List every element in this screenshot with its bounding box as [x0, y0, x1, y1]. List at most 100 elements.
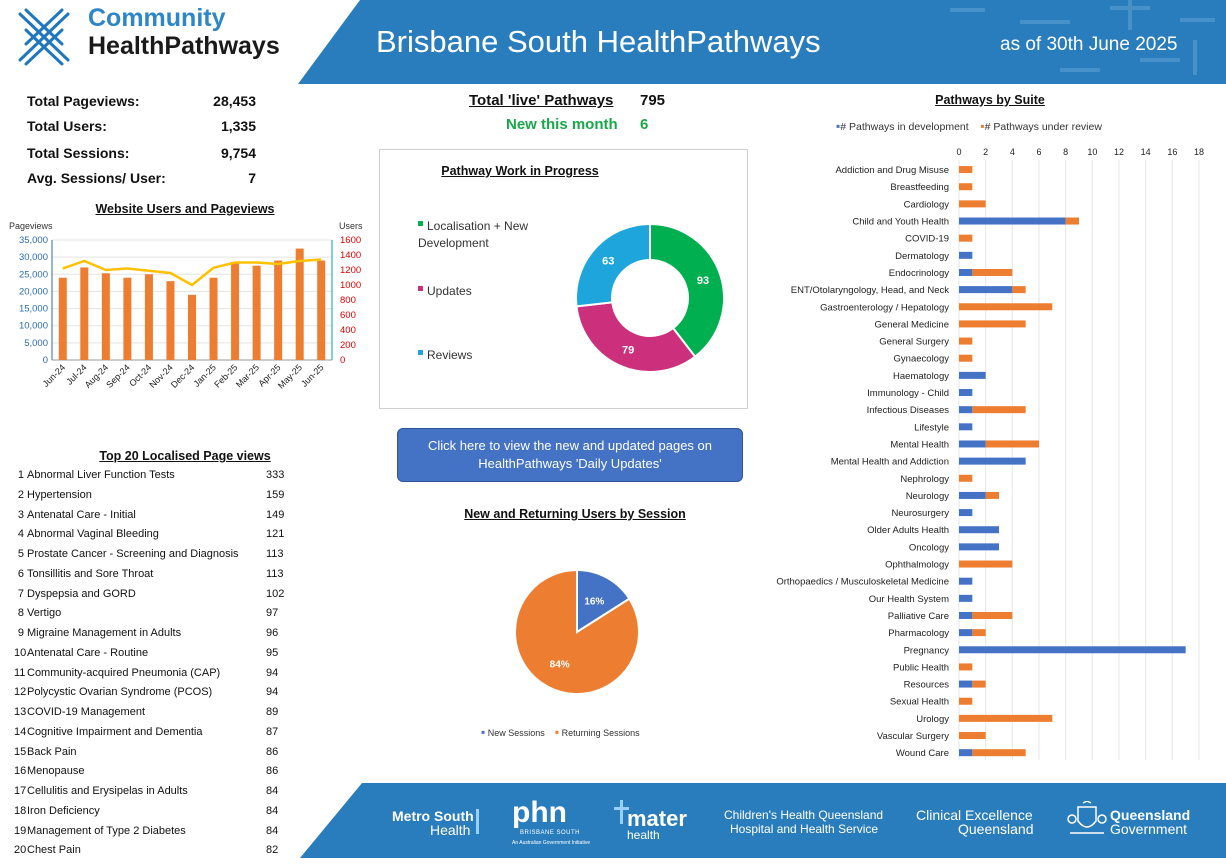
legend-swatch: ▪ [481, 725, 486, 739]
category-label: Pharmacology [888, 628, 949, 639]
bar-in-development [959, 217, 1066, 225]
bar-in-development [959, 440, 986, 448]
top20-row: 1 Abnormal Liver Function Tests 333 [14, 469, 289, 489]
category-label: Neurosurgery [891, 508, 949, 519]
top20-rank: 9 [17, 627, 24, 639]
bar-pageviews [58, 277, 67, 360]
bar-under-review [959, 732, 986, 740]
bar-pageviews [209, 277, 218, 360]
donut-value-label: 79 [622, 345, 634, 357]
category-label: Public Health [893, 662, 949, 673]
mater-cross-icon [614, 800, 629, 824]
top20-rank: 8 [17, 607, 24, 620]
bar-pageviews [188, 294, 196, 360]
top20-rank: 17 [14, 785, 27, 797]
bar-under-review [972, 749, 1026, 757]
category-label: COVID-19 [905, 234, 949, 245]
as-of-date: as of 30th June 2025 [1000, 34, 1178, 55]
top20-row: 7 Dyspepsia and GORD 102 [14, 588, 289, 608]
bar-under-review [1065, 217, 1079, 225]
top20-page-name: Prostate Cancer - Screening and Diagnosi… [27, 548, 239, 560]
top20-page-name: Abnormal Liver Function Tests [27, 469, 175, 481]
stat-avg-sessions-value: 7 [248, 170, 256, 186]
wip-donut-chart: 93 79 63 [575, 222, 725, 373]
stat-users-value: 1,335 [220, 118, 256, 134]
top20-page-name: Community-acquired Pneumonia (CAP) [27, 666, 221, 679]
top20-row: 2 Hypertension 159 [14, 489, 289, 509]
legend-label-review: # Pathways under review [984, 121, 1102, 133]
top20-rank: 12 [14, 686, 27, 699]
top20-page-name: Hypertension [27, 488, 92, 501]
bar-in-development [959, 268, 973, 276]
y2-tick-label: 0 [340, 355, 345, 366]
bar-under-review [959, 474, 973, 482]
top20-rank: 4 [17, 528, 24, 541]
pie-value-label: 84% [550, 660, 570, 671]
top20-row: 17 Cellulitis and Erysipelas in Adults 84 [14, 785, 289, 805]
category-label: Wound Care [896, 748, 949, 759]
top20-view-count: 113 [266, 567, 284, 580]
top20-rank: 10 [14, 646, 27, 659]
y-tick-label: 15,000 [19, 304, 48, 315]
qld-gov-logo-text2: Government [1110, 821, 1188, 837]
top20-rank: 5 [17, 548, 24, 560]
bar-under-review [972, 680, 986, 688]
y2-tick-label: 1000 [340, 280, 361, 291]
donut-slice [575, 301, 697, 373]
metro-south-logo-text2: Health [430, 822, 471, 838]
bar-under-review [972, 268, 1013, 276]
mater-logo-text: mater [627, 806, 687, 831]
x-tick-label: Sep-24 [104, 362, 132, 390]
bar-in-development [959, 543, 999, 551]
legend-label-new: New Sessions [487, 728, 545, 738]
top20-view-count: 82 [266, 844, 279, 857]
bar-pageviews [317, 260, 326, 360]
page-title: Brisbane South HealthPathways [376, 24, 821, 59]
top20-row: 8 Vertigo 97 [14, 607, 289, 627]
category-label: Mental Health [890, 439, 949, 450]
bar-pageviews [101, 273, 110, 360]
chq-logo-text2: Hospital and Health Service [730, 822, 879, 836]
category-label: Endocrinology [889, 268, 949, 279]
y-tick-label: 20,000 [19, 286, 48, 297]
category-label: Mental Health and Addiction [831, 457, 949, 468]
logo-text-community: Community [88, 4, 226, 32]
wip-legend-localisation: Localisation + New Development [418, 218, 548, 252]
legend-label-development: # Pathways in development [840, 121, 969, 133]
category-label: General Medicine [875, 319, 949, 330]
bar-under-review [972, 406, 1026, 414]
x-tick-label: 2 [983, 147, 988, 157]
pie-value-label: 16% [584, 596, 604, 607]
y2-tick-label: 800 [340, 295, 356, 306]
top20-row: 4 Abnormal Vaginal Bleeding 121 [14, 528, 289, 548]
category-label: Cardiology [904, 199, 950, 210]
bar-in-development [959, 629, 973, 637]
donut-slice [649, 222, 725, 359]
qld-gov-logo-text1: Queensland [1110, 807, 1191, 823]
top20-page-name: Dyspepsia and GORD [27, 587, 136, 600]
mater-logo-subtext: health [627, 828, 660, 842]
bar-under-review [959, 697, 973, 705]
new-this-month-label: New this month [506, 116, 618, 133]
metro-south-logo-text1: Metro South [392, 808, 474, 824]
top20-row: 12 Polycystic Ovarian Syndrome (PCOS) 94 [14, 686, 289, 706]
top20-rank: 16 [14, 765, 27, 778]
category-label: Gynaecology [894, 354, 950, 365]
top20-row: 5 Prostate Cancer - Screening and Diagnos… [14, 548, 289, 568]
legend-swatch: ▪ [836, 119, 841, 133]
x-tick-label: 12 [1114, 147, 1124, 157]
top20-view-count: 97 [266, 607, 279, 620]
top20-rank: 2 [17, 488, 24, 501]
top20-rank: 18 [14, 804, 27, 817]
top20-row: 10 Antenatal Care - Routine 95 [14, 647, 289, 667]
bar-under-review [959, 303, 1053, 311]
daily-updates-link-button[interactable]: Click here to view the new and updated p… [397, 428, 743, 482]
y2-tick-label: 600 [340, 310, 356, 321]
bar-under-review [959, 320, 1026, 328]
legend-label: Updates [427, 284, 472, 298]
bar-pageviews [274, 260, 283, 360]
bar-pageviews [144, 274, 153, 360]
queensland-crest-icon [1067, 801, 1107, 834]
top20-row: 19 Management of Type 2 Diabetes 84 [14, 825, 289, 845]
top20-rank: 15 [14, 745, 27, 758]
